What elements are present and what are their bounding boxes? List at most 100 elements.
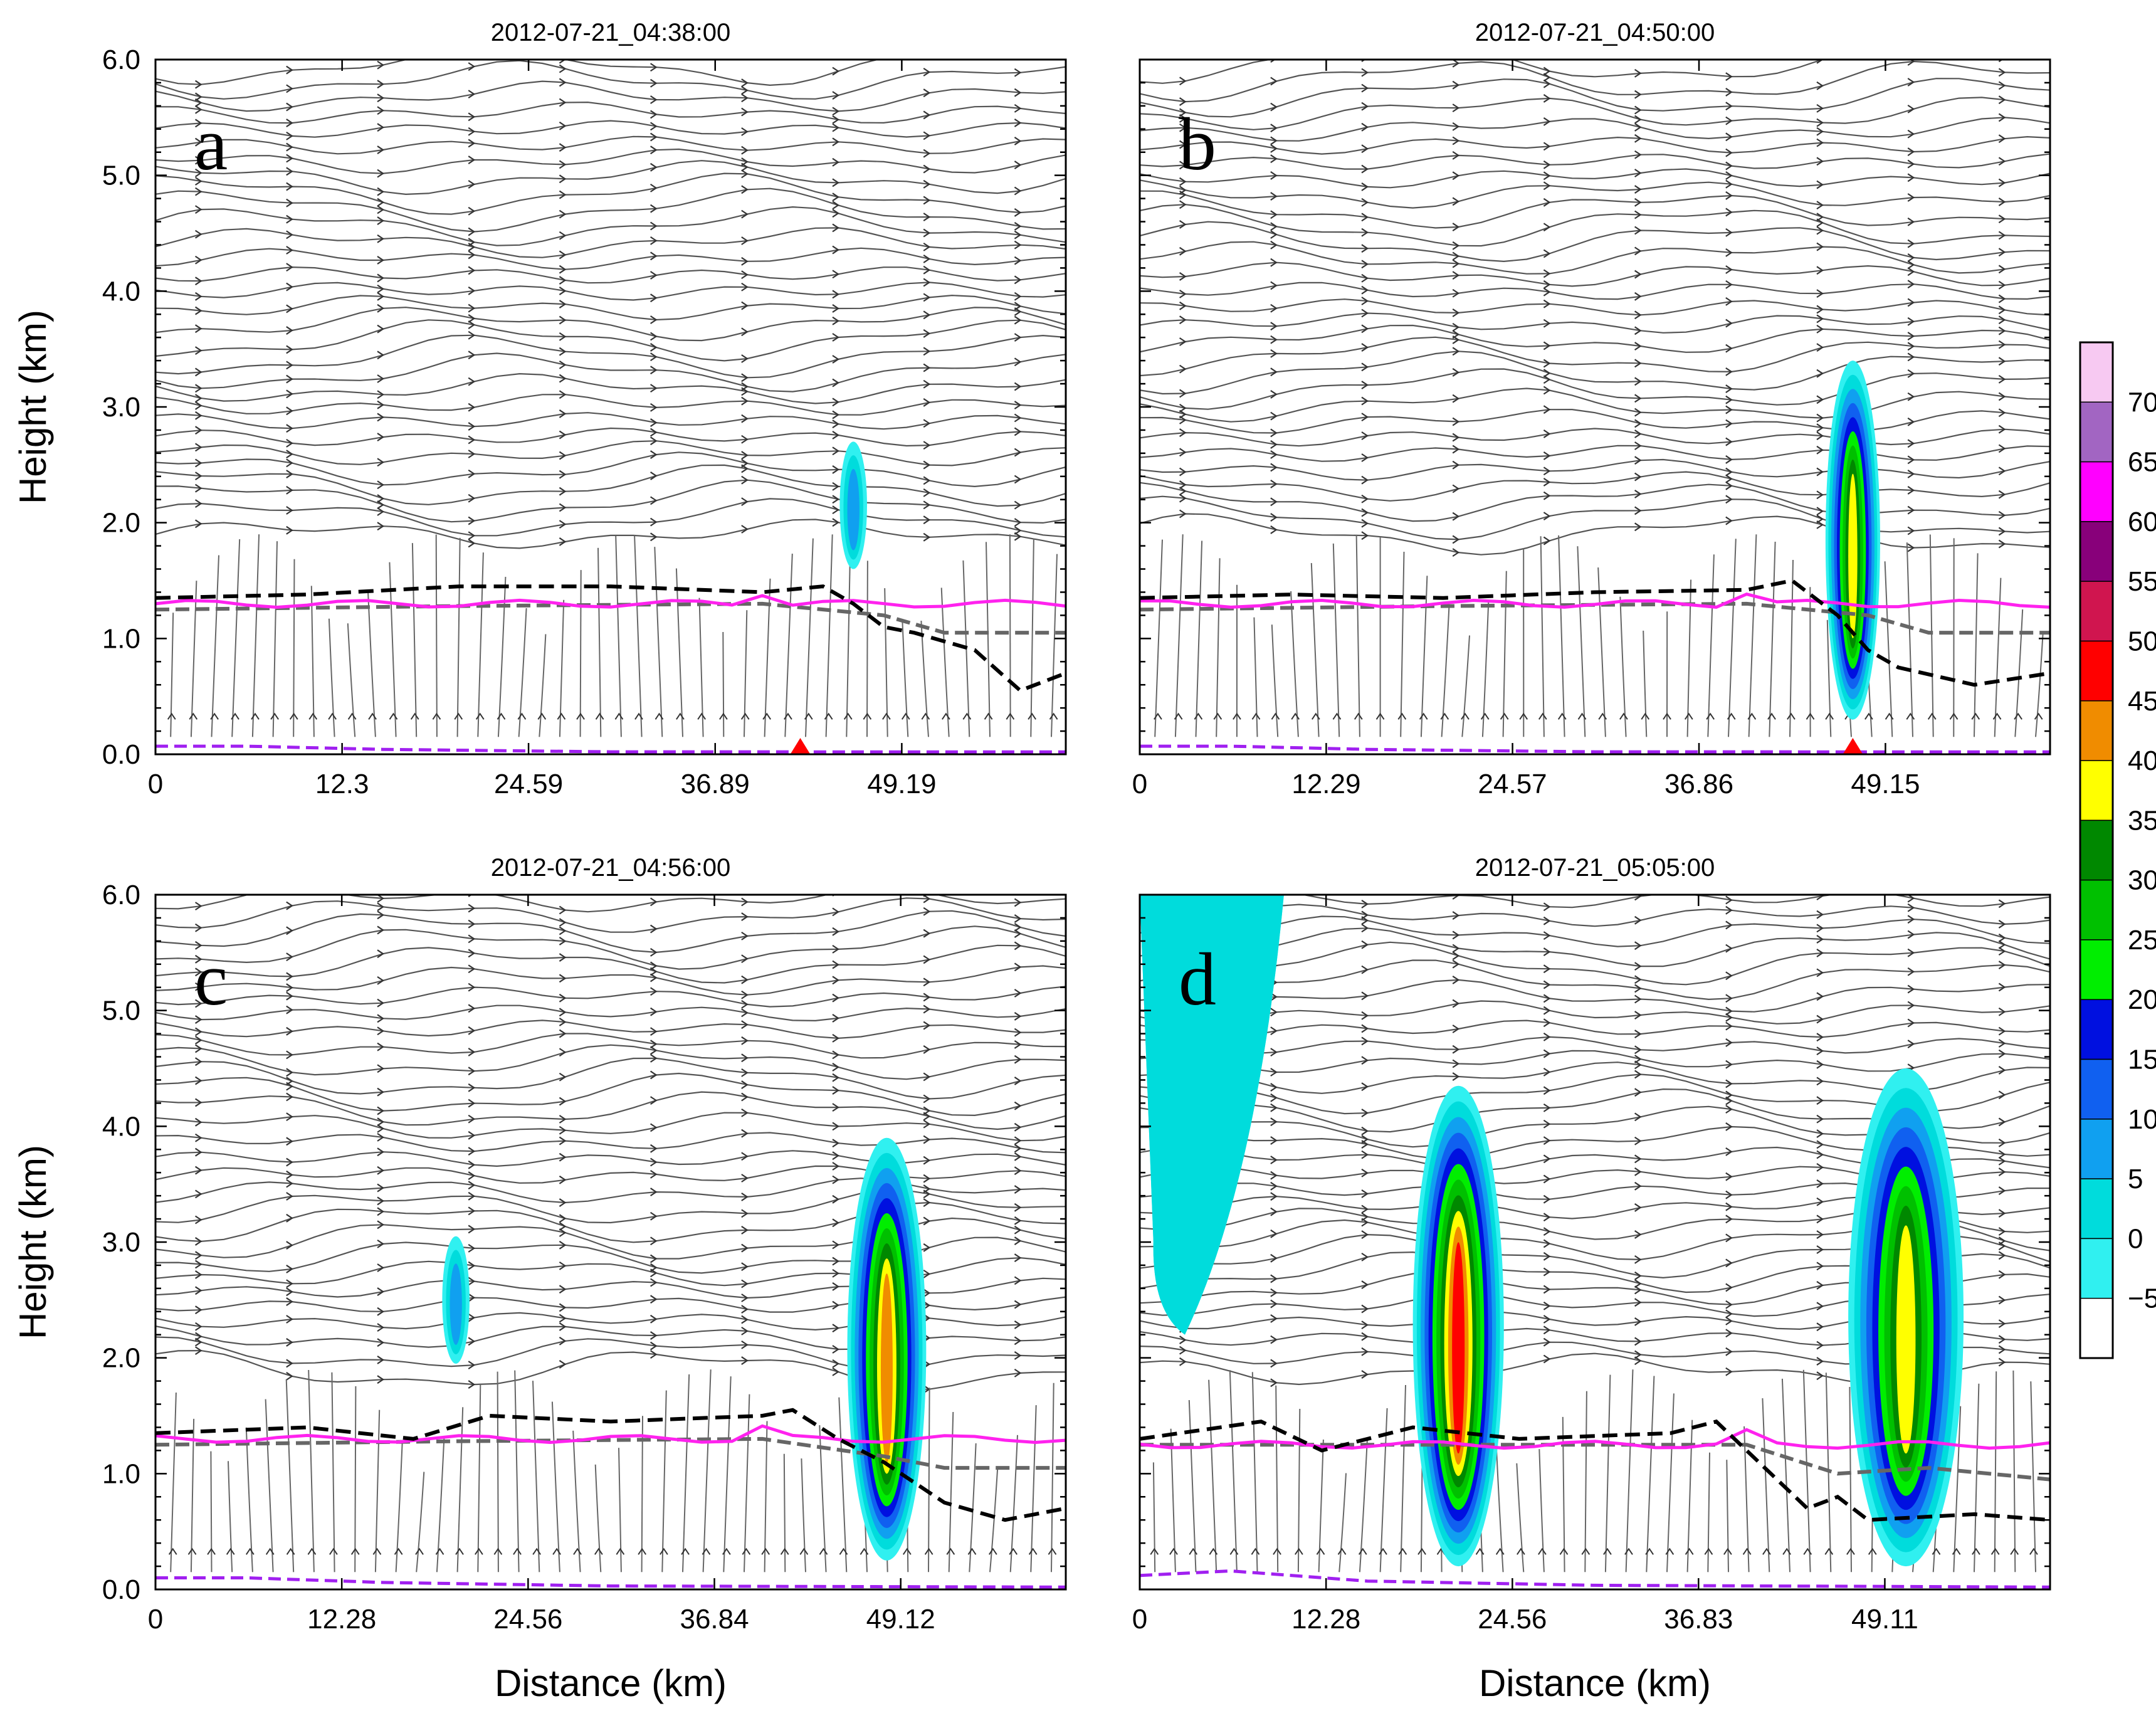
streamline-arrow	[1624, 1547, 1633, 1555]
streamline-arrow	[1634, 1030, 1642, 1039]
streamline-arrow	[194, 923, 202, 932]
streamline-arrow	[1725, 1190, 1733, 1199]
streamline	[1195, 540, 1203, 737]
streamline-arrow	[1014, 401, 1022, 409]
streamline-arrow	[1014, 922, 1022, 932]
streamline	[989, 1469, 999, 1573]
streamline-arrow	[741, 990, 749, 999]
streamline	[155, 1057, 1066, 1100]
streamline	[597, 547, 602, 737]
x-tick-label: 24.57	[1478, 769, 1547, 799]
streamline-arrow	[923, 88, 931, 98]
streamline-arrow	[860, 1547, 869, 1555]
streamline-arrow	[1816, 213, 1824, 222]
streamline-arrow	[468, 919, 476, 929]
panel-title: 2012-07-21_04:56:00	[491, 854, 731, 882]
streamline-arrow	[1907, 332, 1915, 341]
streamline-arrow	[1179, 289, 1187, 298]
streamline-arrow	[1270, 1117, 1278, 1127]
streamline-arrow	[1634, 1255, 1642, 1264]
streamline-arrow	[377, 1356, 384, 1364]
streamline-arrow	[1907, 267, 1915, 277]
streamline	[902, 621, 909, 737]
streamline-arrow	[1907, 505, 1915, 515]
streamline-arrow	[649, 428, 658, 437]
streamline	[1140, 368, 2050, 410]
streamline-arrow	[1543, 1354, 1551, 1364]
streamline-arrow	[1998, 408, 2006, 418]
streamline-arrow	[468, 1243, 476, 1253]
streamline-arrow	[1634, 342, 1642, 350]
streamline-arrow	[1452, 288, 1460, 298]
streamline-arrow	[634, 712, 643, 720]
streamline-arrow	[832, 976, 839, 985]
streamline-arrow	[559, 1115, 567, 1124]
colorbar-swatch	[2080, 342, 2113, 403]
streamline-arrow	[286, 345, 293, 354]
streamline-arrow	[286, 389, 293, 399]
streamline-arrow	[1452, 460, 1460, 470]
streamline-arrow	[1543, 1301, 1551, 1310]
streamline-arrow	[832, 123, 839, 132]
streamline-arrow	[1998, 933, 2006, 942]
streamline-arrow	[1816, 1096, 1824, 1105]
streamline-arrow	[1270, 1171, 1278, 1180]
streamline-arrow	[377, 198, 384, 207]
streamline-arrow	[1998, 68, 2006, 77]
streamline-arrow	[1452, 445, 1460, 454]
streamline-arrow	[1634, 1298, 1642, 1307]
streamline-arrow	[559, 98, 567, 107]
streamline-arrow	[1907, 369, 1915, 378]
streamline-arrow	[468, 435, 476, 445]
streamline-arrow	[1998, 1026, 2006, 1036]
streamline-arrow	[1634, 105, 1642, 115]
streamline-arrow	[194, 1286, 202, 1295]
streamline	[155, 120, 1066, 138]
streamline-arrow	[1452, 951, 1460, 961]
streamline-arrow	[1543, 429, 1551, 438]
streamline	[518, 608, 527, 737]
streamline	[1140, 471, 2050, 502]
streamline-arrow	[1150, 1547, 1159, 1555]
streamline-arrow	[832, 178, 839, 187]
location-marker	[1843, 738, 1863, 754]
streamline-arrow	[377, 205, 384, 214]
streamline-arrow	[1452, 999, 1460, 1008]
streamline-arrow	[329, 1547, 338, 1555]
streamline-arrow	[194, 1015, 202, 1024]
colorbar-swatch	[2080, 700, 2113, 761]
streamline-arrow	[649, 1123, 658, 1132]
x-axis-title: Distance (km)	[495, 1662, 727, 1704]
streamline-arrow	[210, 712, 219, 720]
streamline-arrow	[1998, 60, 2004, 63]
streamline-arrow	[1998, 947, 2006, 956]
streamline-arrow	[649, 1314, 658, 1324]
streamline-arrow	[194, 483, 202, 493]
streamline	[1271, 624, 1279, 737]
streamline-arrow	[1014, 240, 1022, 250]
y-tick-label: 1.0	[102, 1458, 140, 1489]
streamline-arrow	[1634, 456, 1642, 465]
streamline-arrow	[1816, 1077, 1824, 1086]
streamline-arrow	[1907, 895, 1915, 903]
streamline-arrow	[1270, 525, 1278, 534]
panel-letter: d	[1179, 937, 1216, 1021]
streamline	[155, 479, 1066, 524]
streamline-arrow	[1907, 317, 1915, 326]
colorbar-swatch	[2080, 999, 2113, 1060]
streamline-arrow	[1014, 1012, 1022, 1021]
streamline-arrow	[286, 154, 293, 163]
streamline-arrow	[1816, 226, 1824, 235]
streamline-arrow	[194, 1133, 202, 1142]
streamline	[211, 555, 219, 737]
streamline-arrow	[1725, 1147, 1733, 1156]
magenta-line	[1140, 1428, 2050, 1450]
streamline-arrow	[1885, 712, 1894, 720]
streamline-arrow	[1361, 940, 1369, 949]
streamline	[1906, 542, 1913, 737]
streamline-arrow	[1816, 992, 1824, 1001]
colorbar-swatch	[2080, 1238, 2113, 1299]
streamline	[1310, 563, 1320, 737]
streamline-arrow	[286, 1287, 293, 1297]
streamline-arrow	[1634, 359, 1642, 368]
